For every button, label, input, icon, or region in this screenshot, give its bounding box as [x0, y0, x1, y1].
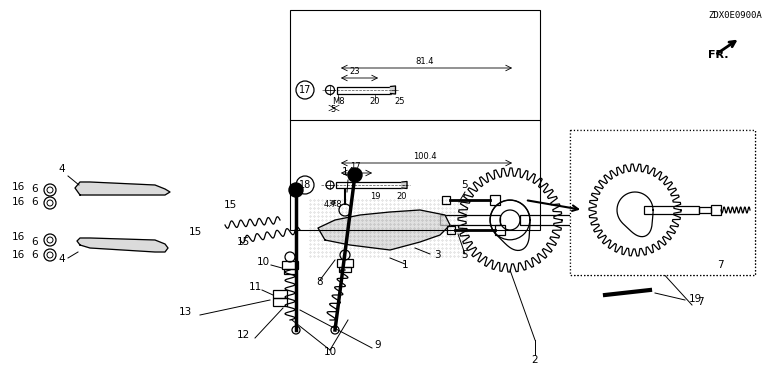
Text: 16: 16	[12, 182, 25, 192]
Text: 13: 13	[178, 307, 192, 317]
Text: 5: 5	[462, 180, 468, 190]
Polygon shape	[402, 182, 407, 189]
Text: 4.78: 4.78	[323, 200, 343, 209]
Text: 15: 15	[188, 227, 202, 237]
Bar	[339, 267, 351, 272]
Text: 10: 10	[323, 347, 336, 357]
Text: 18: 18	[299, 180, 311, 190]
Text: 100.4: 100.4	[413, 152, 437, 161]
Bar	[282, 261, 298, 269]
Bar	[273, 298, 287, 306]
Text: FR.: FR.	[708, 50, 728, 60]
Text: 2: 2	[531, 355, 538, 365]
Bar	[442, 196, 450, 204]
Bar	[580, 216, 595, 224]
Text: 6: 6	[31, 197, 38, 207]
Text: M8: M8	[332, 97, 344, 106]
Bar	[490, 195, 500, 205]
Bar	[595, 214, 607, 226]
Text: 5: 5	[462, 250, 468, 260]
Text: 4: 4	[58, 164, 65, 174]
Text: 11: 11	[248, 282, 262, 292]
Text: 20: 20	[397, 192, 407, 201]
Text: 15: 15	[223, 200, 237, 210]
Text: 16: 16	[12, 250, 25, 260]
Text: 23: 23	[349, 67, 360, 76]
Bar	[447, 226, 455, 234]
Text: 7: 7	[717, 260, 723, 270]
Bar	[711, 205, 721, 215]
Text: 20: 20	[369, 97, 380, 106]
Text: 81.4: 81.4	[415, 57, 434, 66]
Circle shape	[292, 326, 300, 334]
Polygon shape	[390, 86, 396, 94]
Bar	[336, 182, 402, 188]
Bar	[699, 207, 711, 213]
Circle shape	[331, 326, 339, 334]
Text: 10: 10	[257, 257, 270, 267]
Text: 5: 5	[330, 105, 336, 114]
Bar	[570, 130, 755, 275]
Polygon shape	[77, 238, 168, 252]
Bar	[520, 215, 580, 225]
Text: 7: 7	[697, 297, 703, 307]
Text: 8: 8	[316, 277, 323, 287]
Text: 15: 15	[237, 237, 250, 247]
Text: 25: 25	[395, 97, 406, 106]
Text: 9: 9	[375, 340, 382, 350]
Text: 17: 17	[349, 162, 360, 171]
Bar	[290, 10, 540, 230]
Text: 19: 19	[369, 192, 380, 201]
Text: 4: 4	[58, 254, 65, 264]
Text: 1: 1	[402, 260, 409, 270]
Text: 14: 14	[341, 167, 355, 177]
Text: 12: 12	[237, 330, 250, 340]
Bar	[284, 269, 296, 274]
Bar	[337, 259, 353, 267]
Bar	[336, 86, 390, 93]
Bar	[273, 290, 287, 298]
Text: 16: 16	[12, 197, 25, 207]
Bar	[495, 225, 505, 235]
Polygon shape	[75, 182, 170, 195]
Text: 6: 6	[31, 250, 38, 260]
Text: 19: 19	[688, 294, 702, 304]
Text: 3: 3	[434, 250, 440, 260]
Text: 6: 6	[31, 184, 38, 194]
Text: 6: 6	[31, 237, 38, 247]
Bar	[644, 206, 699, 214]
Text: 16: 16	[12, 232, 25, 242]
Circle shape	[289, 183, 303, 197]
Bar	[440, 215, 500, 225]
Text: 17: 17	[299, 85, 311, 95]
Text: ZDX0E0900A: ZDX0E0900A	[708, 11, 762, 20]
Circle shape	[348, 168, 362, 182]
Bar	[570, 130, 755, 275]
Polygon shape	[318, 210, 450, 250]
Bar	[570, 130, 755, 275]
